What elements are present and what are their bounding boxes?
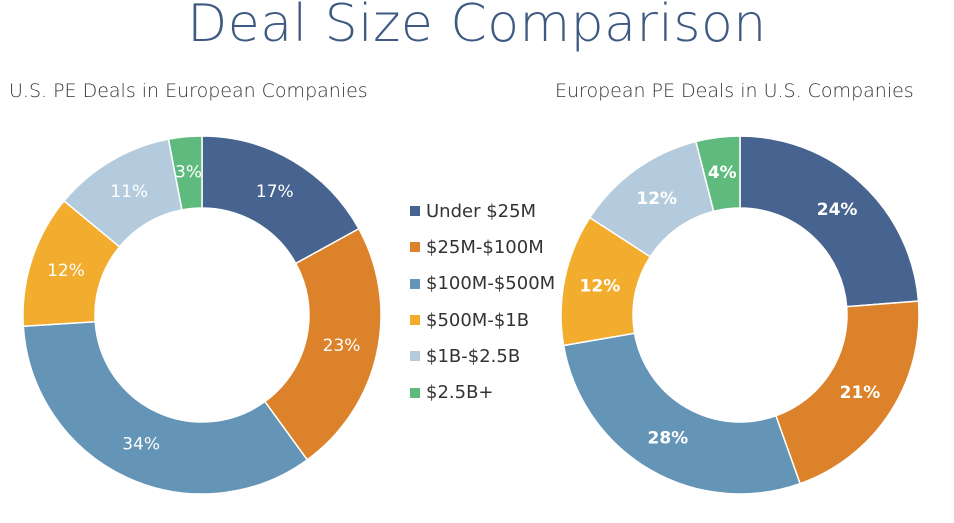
legend-label: $100M-$500M bbox=[426, 273, 556, 295]
legend-label: $2.5B+ bbox=[426, 382, 494, 404]
europe-in-us-data-label-2-5b: 4% bbox=[708, 163, 737, 183]
legend-swatch bbox=[410, 387, 420, 398]
europe-in-us-data-label-100m-500m: 28% bbox=[648, 428, 689, 448]
europe-in-us-slice-2-5b bbox=[695, 135, 741, 213]
us-in-europe-slice-100m-500m bbox=[22, 320, 309, 495]
europe-in-us-data-label-1b-2-5b: 12% bbox=[636, 189, 677, 209]
legend-item-100m-500m: $100M-$500M bbox=[410, 266, 555, 302]
legend-item-2-5b: $2.5B+ bbox=[410, 374, 555, 410]
us-in-europe-data-label-500m-1b: 12% bbox=[47, 261, 85, 281]
legend-swatch bbox=[410, 242, 420, 253]
us-in-europe-data-label-100m-500m: 34% bbox=[122, 434, 160, 454]
donut-chart-europe-in-us: 24% 21% 28% 12% 12% 4% bbox=[560, 135, 920, 495]
us-in-europe-data-label-2-5b: 3% bbox=[175, 163, 202, 183]
legend-label: $25M-$100M bbox=[426, 236, 544, 258]
chart-title-europe-in-us: European PE Deals in U.S. Companies bbox=[555, 80, 914, 102]
legend-label: $500M-$1B bbox=[426, 309, 530, 331]
legend-item-under-25m: Under $25M bbox=[410, 193, 555, 229]
legend-swatch bbox=[410, 278, 420, 289]
legend-swatch bbox=[410, 315, 420, 326]
europe-in-us-data-label-under-25m: 24% bbox=[817, 200, 858, 220]
us-in-europe-data-label-25m-100m: 23% bbox=[323, 336, 361, 356]
europe-in-us-data-label-25m-100m: 21% bbox=[840, 383, 881, 403]
legend-label: $1B-$2.5B bbox=[426, 345, 521, 367]
chart-title-us-in-europe: U.S. PE Deals in European Companies bbox=[9, 80, 368, 102]
europe-in-us-slice-100m-500m bbox=[562, 332, 802, 495]
chart-legend: Under $25M $25M-$100M $100M-$500M $500M-$1B… bbox=[410, 193, 555, 411]
us-in-europe-data-label-1b-2-5b: 11% bbox=[110, 182, 148, 202]
us-in-europe-slice-25m-100m bbox=[263, 227, 382, 461]
legend-item-1b-2-5b: $1B-$2.5B bbox=[410, 338, 555, 374]
donut-chart-us-in-europe: 17% 23% 34% 12% 11% 3% bbox=[22, 135, 382, 495]
us-in-europe-slice-2-5b bbox=[167, 135, 203, 211]
europe-in-us-slice-under-25m bbox=[739, 135, 920, 308]
legend-swatch bbox=[410, 351, 420, 362]
legend-swatch bbox=[410, 206, 420, 217]
europe-in-us-data-label-500m-1b: 12% bbox=[580, 276, 621, 296]
legend-item-25m-100m: $25M-$100M bbox=[410, 229, 555, 265]
page-title: Deal Size Comparison bbox=[187, 0, 767, 54]
us-in-europe-data-label-under-25m: 17% bbox=[256, 182, 294, 202]
legend-item-500m-1b: $500M-$1B bbox=[410, 302, 555, 338]
legend-label: Under $25M bbox=[426, 200, 537, 222]
